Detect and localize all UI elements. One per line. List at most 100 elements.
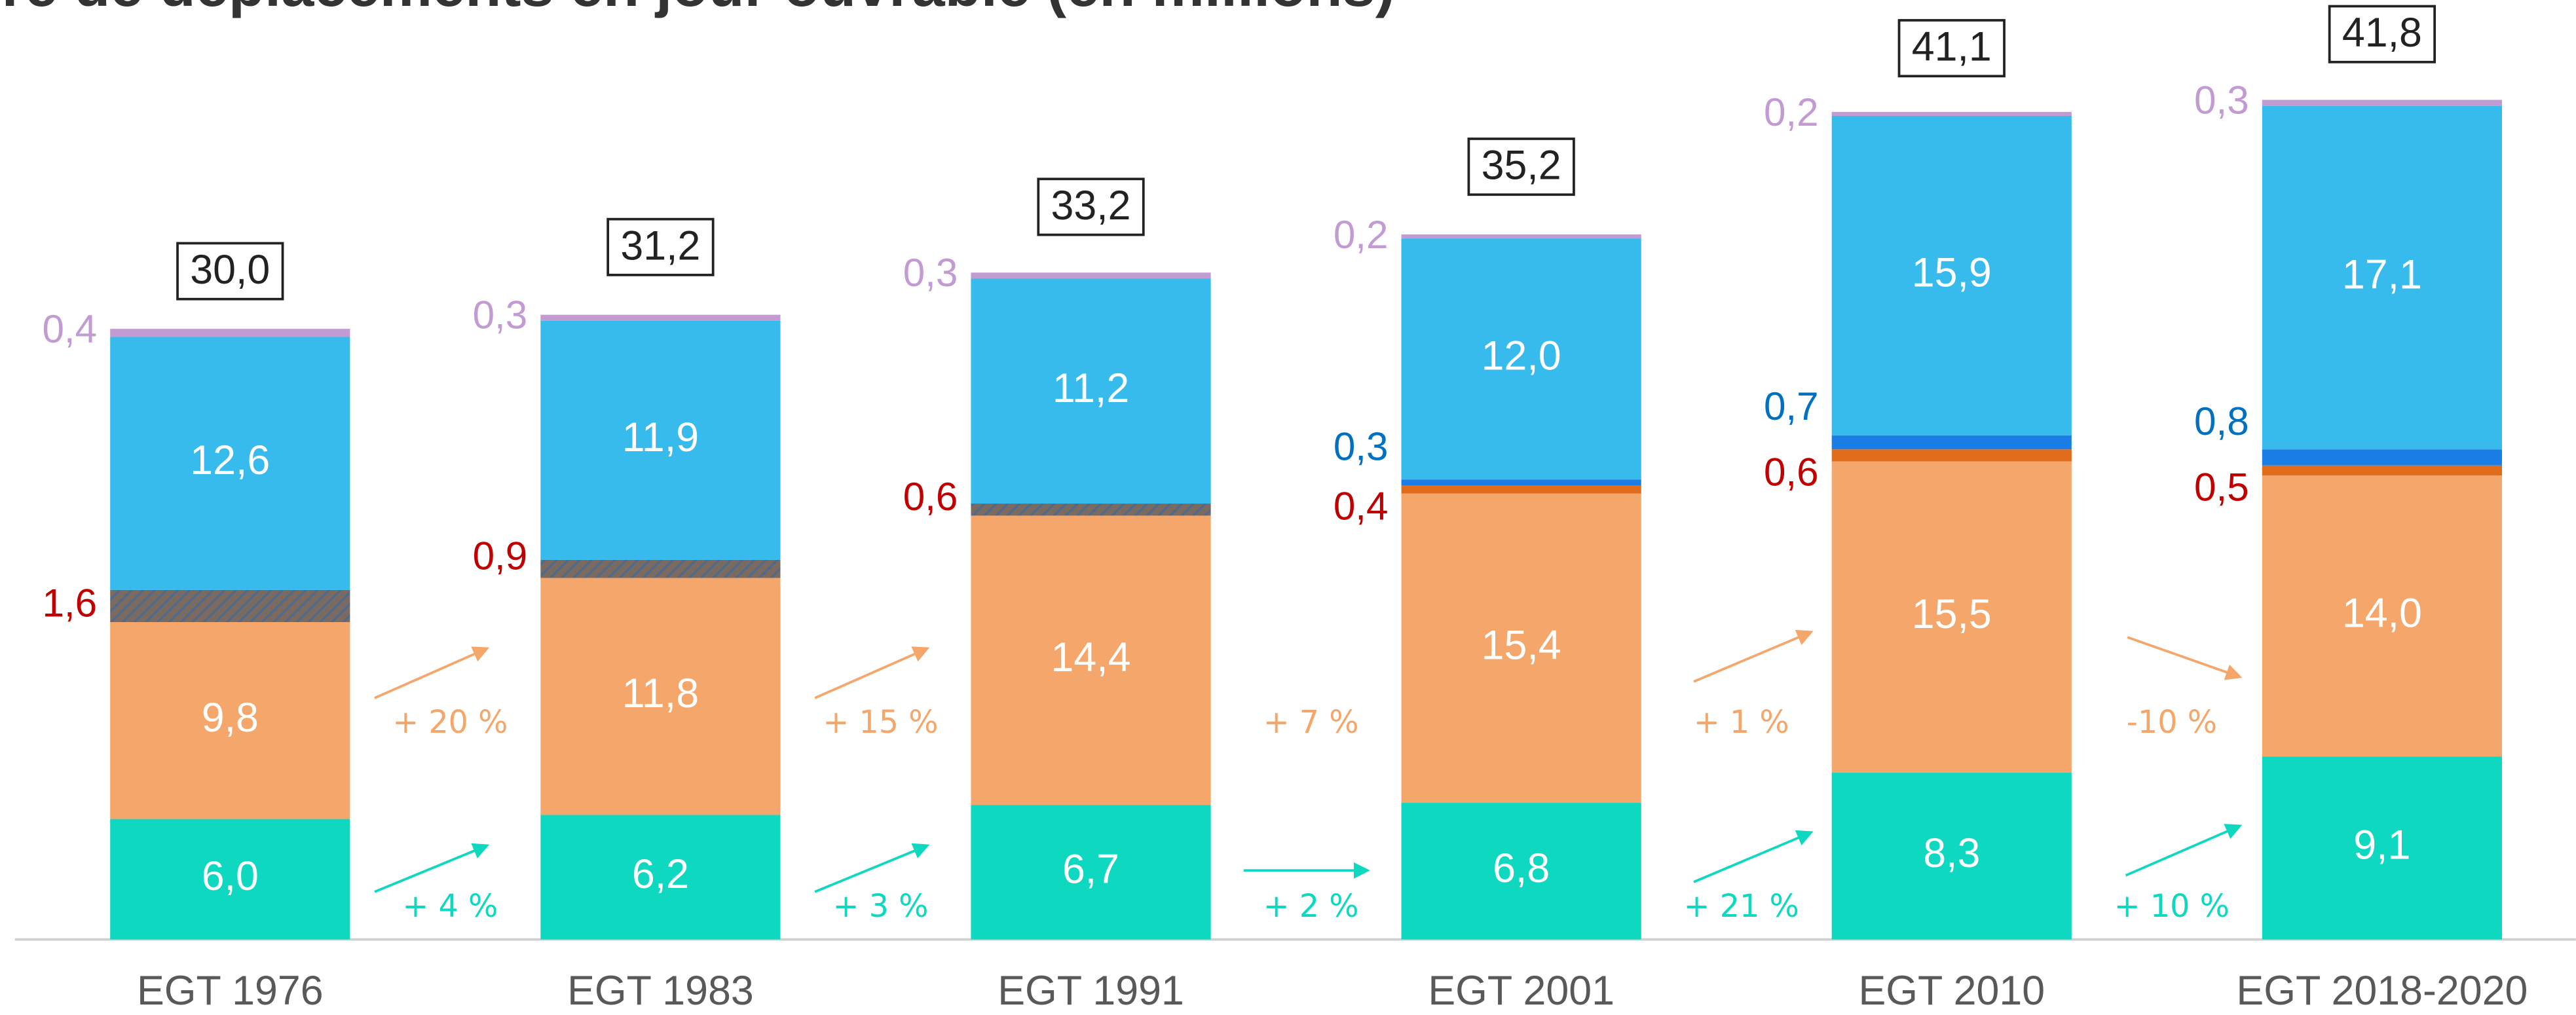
value-label: 0,4 <box>42 307 97 351</box>
value-label: 6,0 <box>202 853 259 899</box>
value-label: 1,6 <box>42 581 97 625</box>
arrow <box>814 843 930 893</box>
value-label: 0,3 <box>473 293 528 337</box>
total-box <box>1467 138 1575 196</box>
chart-title: re de déplacements en jour ouvrable (en … <box>2 0 1395 19</box>
bar-segment <box>1831 449 2072 462</box>
value-label: 6,7 <box>1062 846 1119 892</box>
bar-segment <box>1401 238 1641 480</box>
value-label: 14,4 <box>1051 635 1131 680</box>
value-label: 0,6 <box>903 475 958 519</box>
bar-segment <box>971 805 1211 940</box>
value-label: 15,9 <box>1912 249 1992 295</box>
bar-segment <box>1401 485 1641 494</box>
value-label: 11,2 <box>1053 365 1129 411</box>
total-box <box>1037 177 1145 236</box>
value-label: 0,2 <box>1764 90 1819 134</box>
bar-segment <box>110 337 350 590</box>
bar-segment <box>1831 461 2072 773</box>
annotation: + 15 % <box>823 705 938 741</box>
value-label: 6,8 <box>1493 845 1550 891</box>
value-label: 0,5 <box>2194 465 2249 509</box>
arrow <box>374 843 490 893</box>
bar-segment <box>971 272 1211 279</box>
bar-segment <box>1401 234 1641 239</box>
annotation: -10 % <box>2127 705 2217 741</box>
annotation: + 3 % <box>833 889 929 925</box>
bar-segment <box>540 559 781 578</box>
total-label: 30,0 <box>190 247 270 293</box>
value-label: 9,1 <box>2353 822 2410 868</box>
bar-segment <box>110 589 350 622</box>
value-label: 0,3 <box>2194 78 2249 122</box>
bar-segment <box>971 504 1211 516</box>
annotation: + 7 % <box>1263 705 1359 741</box>
value-label: 14,0 <box>2342 590 2422 636</box>
bar-segment <box>110 329 350 337</box>
value-label: 6,2 <box>632 851 689 897</box>
annotation: + 1 % <box>1694 705 1789 741</box>
bar-segment <box>110 819 350 940</box>
bar-segment <box>1831 116 2072 435</box>
value-label: 17,1 <box>2342 251 2422 297</box>
value-label: 8,3 <box>1923 830 1980 876</box>
value-label: 0,7 <box>1764 384 1819 428</box>
annotation: + 10 % <box>2114 889 2230 925</box>
arrow <box>814 646 930 699</box>
x-tick-label: EGT 1991 <box>998 968 1184 1014</box>
x-tick-label: EGT 1976 <box>137 968 324 1014</box>
value-label: 0,9 <box>473 534 528 578</box>
value-label: 15,5 <box>1912 591 1992 637</box>
bar-segment <box>1831 111 2072 117</box>
value-label: 11,8 <box>622 671 699 716</box>
arrow <box>1693 629 1814 683</box>
annotation: + 20 % <box>392 705 508 741</box>
total-box <box>2328 5 2436 64</box>
value-label: 9,8 <box>202 695 259 741</box>
bar-segment <box>1831 435 2072 450</box>
bar-segment <box>1401 479 1641 486</box>
bar-segment <box>540 578 781 815</box>
total-label: 31,2 <box>620 223 700 268</box>
value-label: 0,2 <box>1334 213 1389 257</box>
total-box <box>176 242 284 301</box>
annotation: + 2 % <box>1263 889 1359 925</box>
total-label: 35,2 <box>1482 143 1561 189</box>
value-label: 12,6 <box>190 437 270 483</box>
value-label: 0,6 <box>1764 450 1819 494</box>
x-tick-label: EGT 1983 <box>567 968 754 1014</box>
total-label: 33,2 <box>1051 183 1131 229</box>
bar-segment <box>2262 100 2502 106</box>
value-label: 11,9 <box>622 415 699 460</box>
bar-segment <box>2262 465 2502 476</box>
value-label: 0,4 <box>1334 485 1389 528</box>
bar-segment <box>1401 493 1641 803</box>
bar-segment <box>540 320 781 560</box>
bar-segment <box>2262 756 2502 940</box>
bar-segment <box>971 515 1211 805</box>
arrow <box>374 646 490 699</box>
arrow <box>2127 636 2243 680</box>
bar-segment <box>971 278 1211 504</box>
value-label: 12,0 <box>1482 333 1561 379</box>
bar-segment <box>2262 449 2502 466</box>
x-tick-label: EGT 2018-2020 <box>2236 968 2528 1014</box>
bar-segment <box>1831 773 2072 940</box>
arrow <box>2125 824 2243 877</box>
bar-segment <box>2262 475 2502 757</box>
bar-segment <box>2262 105 2502 450</box>
value-label: 0,3 <box>1334 425 1389 469</box>
total-box <box>607 217 715 276</box>
bar-segment <box>1401 803 1641 940</box>
bar-segment <box>540 815 781 940</box>
total-box <box>1897 19 2006 78</box>
annotation: + 21 % <box>1684 889 1799 925</box>
annotation: + 4 % <box>402 889 498 925</box>
value-label: 0,8 <box>2194 399 2249 443</box>
value-label: 0,3 <box>903 251 958 295</box>
x-tick-label: EGT 2010 <box>1858 968 2045 1014</box>
bar-segment <box>110 621 350 819</box>
value-label: 15,4 <box>1482 622 1561 668</box>
total-label: 41,8 <box>2342 10 2422 56</box>
